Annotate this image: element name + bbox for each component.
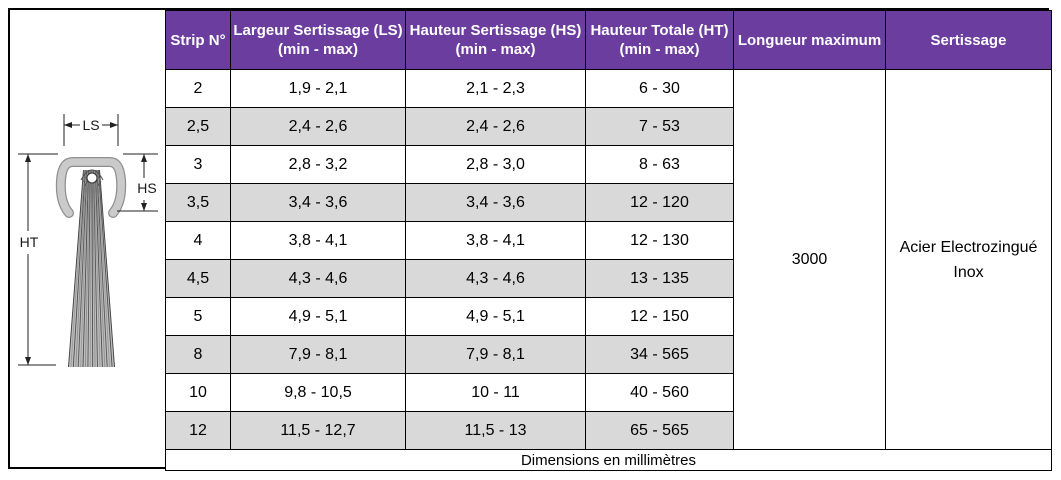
cell-ht: 40 - 560 xyxy=(585,373,734,412)
brush-cross-section-drawing: LS HS HT xyxy=(18,114,158,368)
cell-ls: 2,8 - 3,2 xyxy=(230,145,406,184)
cell-strip: 3,5 xyxy=(165,183,231,222)
ls-arrowhead-left xyxy=(64,122,72,128)
core-wire xyxy=(86,172,98,184)
cell-ls: 4,9 - 5,1 xyxy=(230,297,406,336)
cell-ls: 2,4 - 2,6 xyxy=(230,107,406,146)
cell-sertissage: Acier Electrozingué Inox xyxy=(885,69,1052,450)
header-row: Strip N° Largeur Sertissage (LS) (min - ma… xyxy=(165,10,1052,70)
cell-strip: 2 xyxy=(165,69,231,108)
column-header: Hauteur Sertissage (HS) (min - max) xyxy=(405,10,586,70)
cell-ht: 8 - 63 xyxy=(585,145,734,184)
column-header: Sertissage xyxy=(885,10,1052,70)
cell-strip: 3 xyxy=(165,145,231,184)
hs-arrowhead-bottom xyxy=(141,203,147,211)
cell-ht: 12 - 120 xyxy=(585,183,734,222)
cell-ls: 1,9 - 2,1 xyxy=(230,69,406,108)
cell-longueur-maximum: 3000 xyxy=(733,69,886,450)
table-row: 3,5 3,4 - 3,6 3,4 - 3,6 12 - 120 xyxy=(165,183,1052,222)
column-header: Strip N° xyxy=(165,10,231,70)
cell-hs: 4,3 - 4,6 xyxy=(405,259,586,298)
cell-ht: 65 - 565 xyxy=(585,411,734,450)
table-body: 2 1,9 - 2,1 2,1 - 2,3 6 - 30 3000 Acier Elect… xyxy=(165,69,1052,450)
cell-strip: 8 xyxy=(165,335,231,374)
ls-arrowhead-right xyxy=(110,122,118,128)
ht-arrowhead-bottom xyxy=(25,357,31,365)
brush-strip-diagram: LS HS HT xyxy=(10,10,165,467)
table-row: 5 4,9 - 5,1 4,9 - 5,1 12 - 150 xyxy=(165,297,1052,336)
table-row: 10 9,8 - 10,5 10 - 11 40 - 560 xyxy=(165,373,1052,412)
cell-ht: 13 - 135 xyxy=(585,259,734,298)
column-header: Hauteur Totale (HT) (min - max) xyxy=(585,10,734,70)
cell-strip: 10 xyxy=(165,373,231,412)
spec-table-panel: Strip N° Largeur Sertissage (LS) (min - ma… xyxy=(165,10,1052,471)
cell-ht: 12 - 130 xyxy=(585,221,734,260)
table-row: 8 7,9 - 8,1 7,9 - 8,1 34 - 565 xyxy=(165,335,1052,374)
cell-ls: 11,5 - 12,7 xyxy=(230,411,406,450)
column-header: Largeur Sertissage (LS) (min - max) xyxy=(230,10,406,70)
cell-hs: 3,8 - 4,1 xyxy=(405,221,586,260)
column-header: Longueur maximum xyxy=(733,10,886,70)
ls-label: LS xyxy=(82,117,99,133)
dimension-ht xyxy=(18,153,58,366)
cell-ls: 3,8 - 4,1 xyxy=(230,221,406,260)
cell-ht: 12 - 150 xyxy=(585,297,734,336)
ht-label: HT xyxy=(20,234,39,250)
cell-ls: 3,4 - 3,6 xyxy=(230,183,406,222)
cell-ls: 9,8 - 10,5 xyxy=(230,373,406,412)
spec-sheet: LS HS HT xyxy=(8,8,1052,471)
cell-hs: 11,5 - 13 xyxy=(405,411,586,450)
cell-ht: 34 - 565 xyxy=(585,335,734,374)
crimp-channel xyxy=(55,157,127,218)
cell-hs: 10 - 11 xyxy=(405,373,586,412)
cell-strip: 5 xyxy=(165,297,231,336)
footer-row: Dimensions en millimètres xyxy=(165,449,1052,471)
cell-ht: 7 - 53 xyxy=(585,107,734,146)
table-row: 2,5 2,4 - 2,6 2,4 - 2,6 7 - 53 xyxy=(165,107,1052,146)
cell-strip: 2,5 xyxy=(165,107,231,146)
cell-hs: 3,4 - 3,6 xyxy=(405,183,586,222)
hs-label: HS xyxy=(137,180,156,196)
cell-hs: 2,4 - 2,6 xyxy=(405,107,586,146)
bristle-filaments xyxy=(68,169,115,368)
table-row: 2 1,9 - 2,1 2,1 - 2,3 6 - 30 3000 Acier Elect… xyxy=(165,69,1052,450)
table-row: 12 11,5 - 12,7 11,5 - 13 65 - 565 xyxy=(165,411,1052,450)
table-row: 4 3,8 - 4,1 3,8 - 4,1 12 - 130 xyxy=(165,221,1052,260)
cell-strip: 12 xyxy=(165,411,231,450)
table-row: 4,5 4,3 - 4,6 4,3 - 4,6 13 - 135 xyxy=(165,259,1052,298)
cell-hs: 7,9 - 8,1 xyxy=(405,335,586,374)
cell-strip: 4 xyxy=(165,221,231,260)
spec-table: Strip N° Largeur Sertissage (LS) (min - ma… xyxy=(165,10,1052,471)
cell-ls: 7,9 - 8,1 xyxy=(230,335,406,374)
ht-arrowhead-top xyxy=(25,154,31,162)
table-row: 3 2,8 - 3,2 2,8 - 3,0 8 - 63 xyxy=(165,145,1052,184)
cell-hs: 2,1 - 2,3 xyxy=(405,69,586,108)
cell-hs: 4,9 - 5,1 xyxy=(405,297,586,336)
cell-strip: 4,5 xyxy=(165,259,231,298)
units-note: Dimensions en millimètres xyxy=(165,449,1052,471)
cell-ls: 4,3 - 4,6 xyxy=(230,259,406,298)
cell-hs: 2,8 - 3,0 xyxy=(405,145,586,184)
cell-ht: 6 - 30 xyxy=(585,69,734,108)
hs-arrowhead-top xyxy=(141,154,147,162)
